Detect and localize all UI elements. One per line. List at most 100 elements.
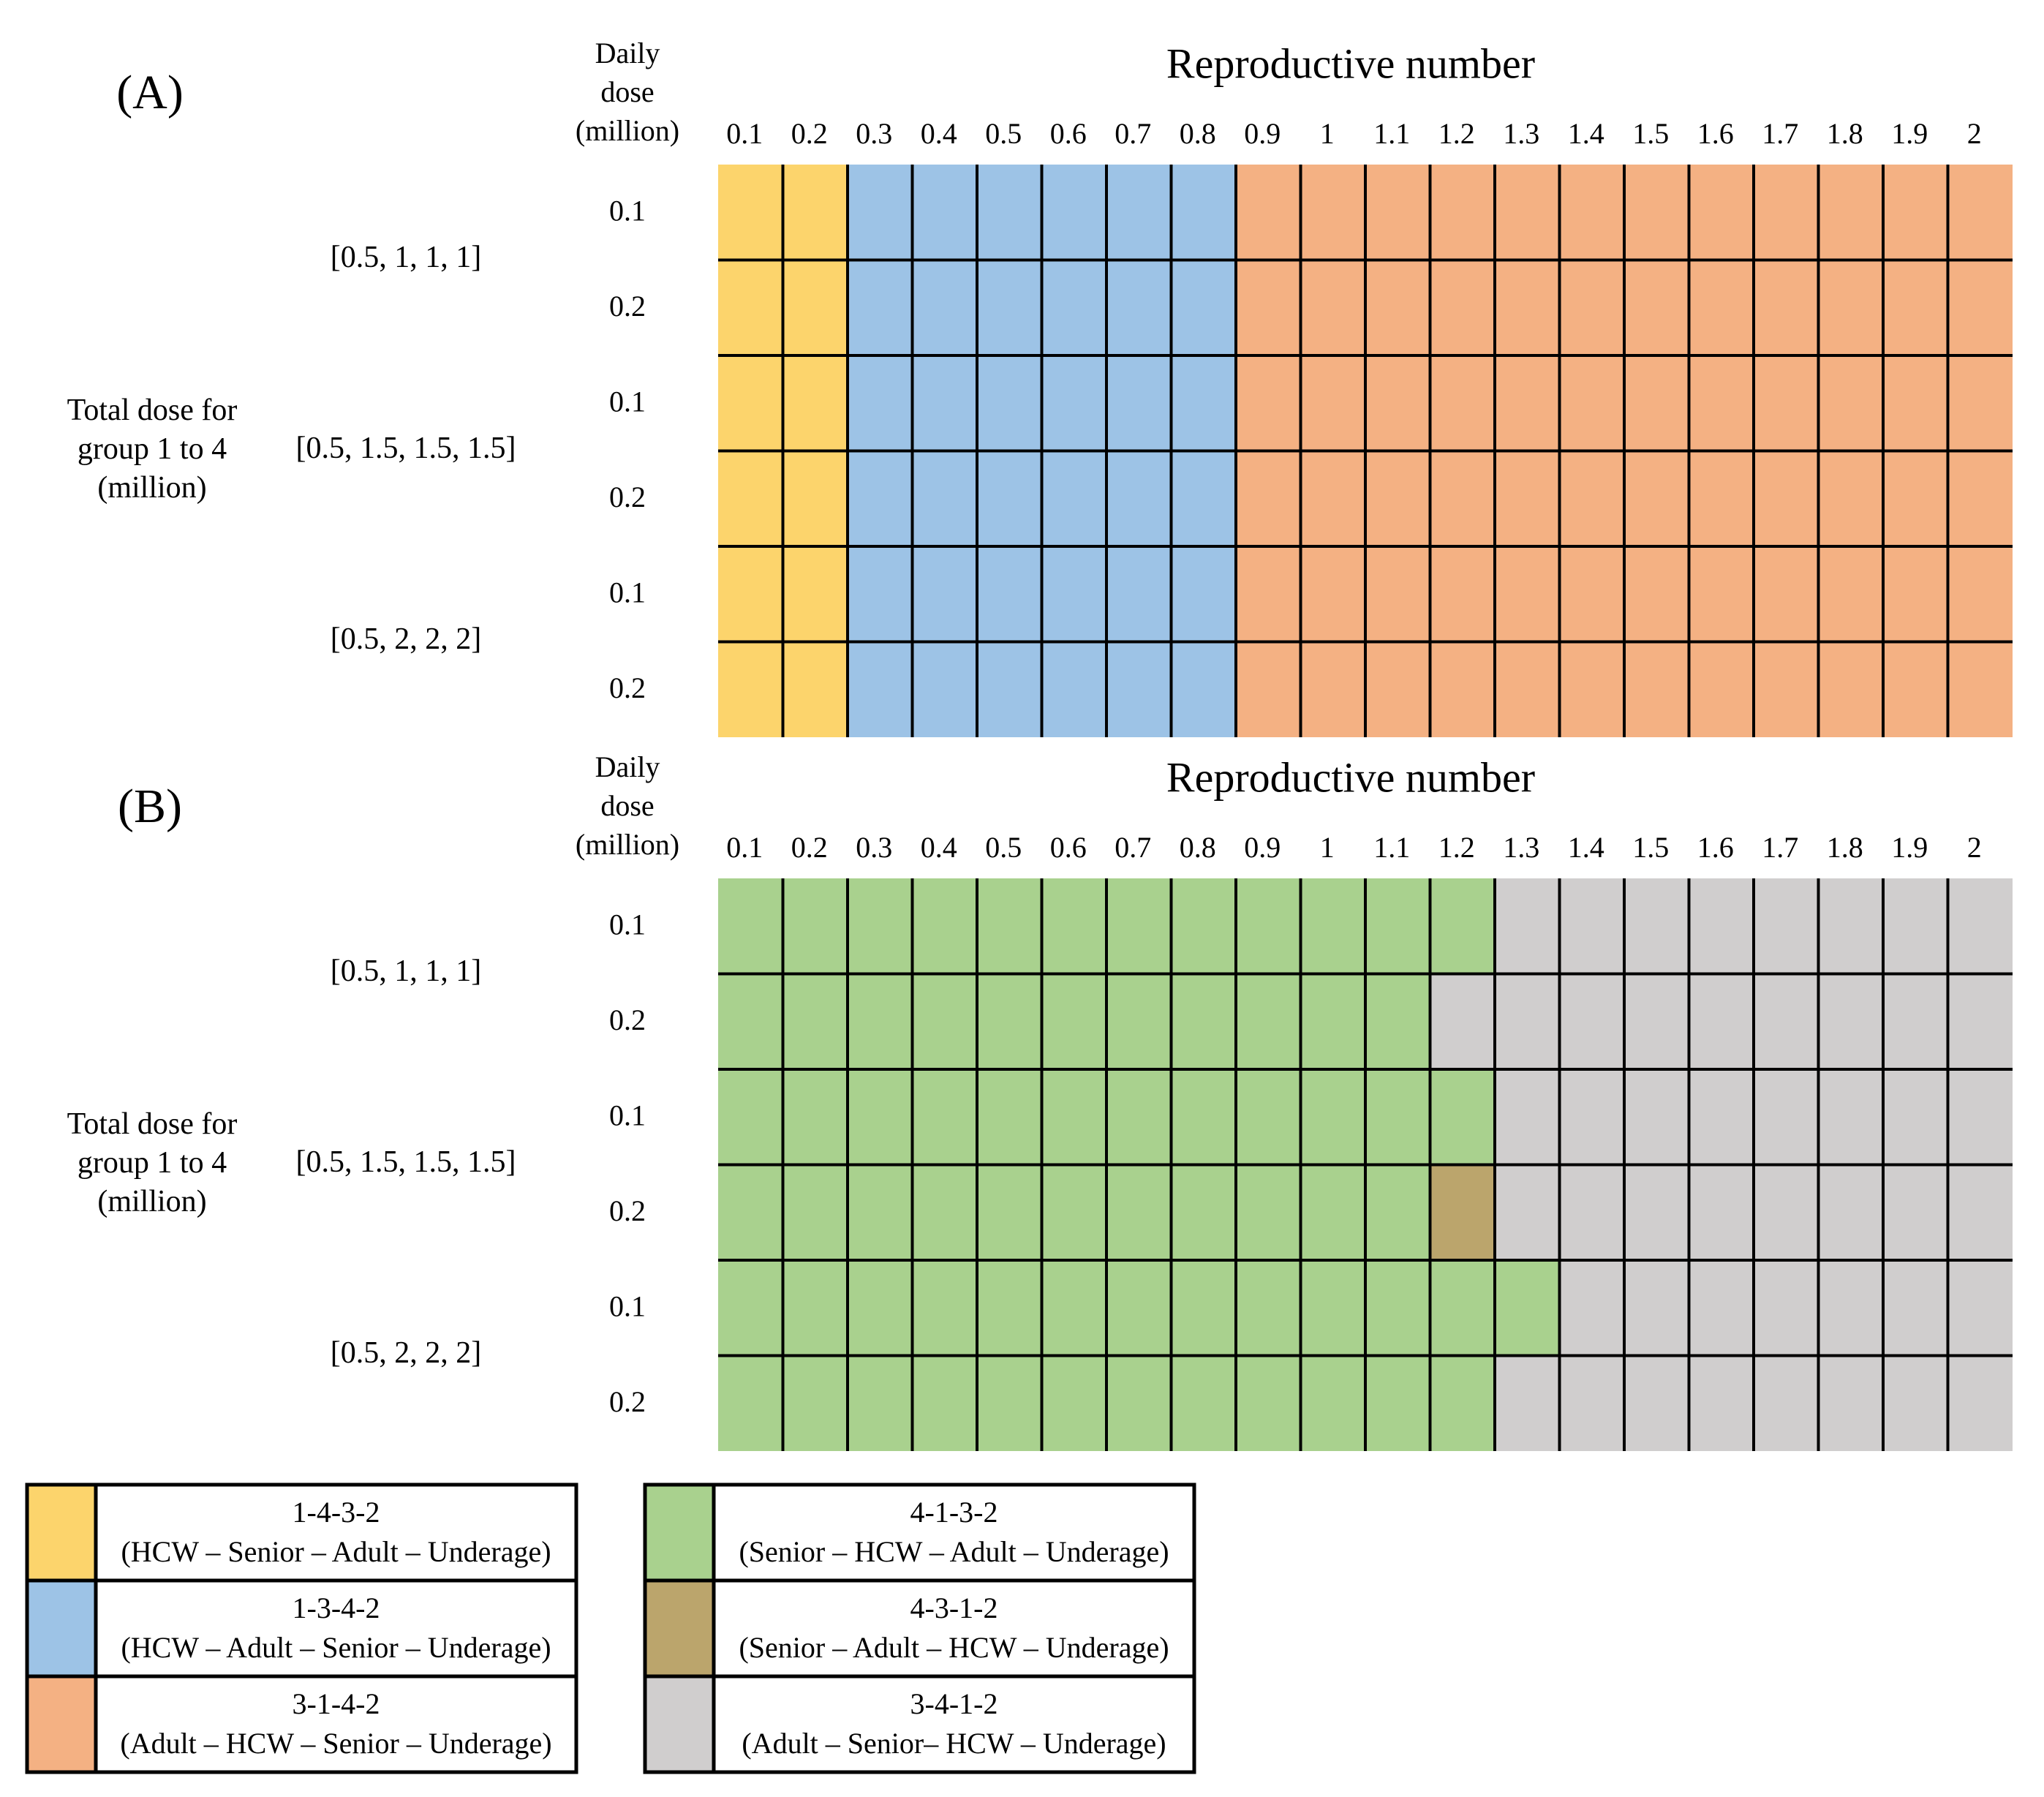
heatmap-cell <box>1947 355 2013 451</box>
heatmap-cell <box>1430 1069 1495 1165</box>
heatmap-cell <box>912 973 977 1069</box>
heatmap-cell <box>1754 641 1819 737</box>
heatmap-cell <box>718 1355 783 1451</box>
heatmap-cell <box>1883 546 1948 642</box>
heatmap-cell <box>1883 1260 1948 1356</box>
heatmap-cell <box>1041 973 1106 1069</box>
heatmap-cell <box>1236 641 1301 737</box>
legend: 1-4-3-2 (HCW – Senior – Adult – Underage)… <box>25 1483 1196 1774</box>
heatmap-cell <box>1106 878 1172 974</box>
heatmap-cell <box>1365 260 1430 355</box>
row-label: 0.1 <box>609 385 646 418</box>
heatmap-cell <box>1106 165 1172 260</box>
heatmap-cell <box>1300 973 1365 1069</box>
legend-text-box <box>94 1578 578 1679</box>
heatmap-cell <box>1300 165 1365 260</box>
heatmap-cell <box>1171 1069 1236 1165</box>
heatmap-cell <box>977 1164 1042 1260</box>
legend-text-box <box>712 1483 1196 1583</box>
x-tick-label: 1.9 <box>1891 831 1928 864</box>
heatmap-cell <box>1041 165 1106 260</box>
x-tick-label: 0.7 <box>1115 831 1151 864</box>
total-dose-label-line: group 1 to 4 <box>78 1146 227 1180</box>
heatmap-cell <box>1624 1355 1689 1451</box>
x-tick-label: 0.8 <box>1180 831 1216 864</box>
legend-swatch <box>25 1578 98 1679</box>
heatmap-cell <box>1495 973 1560 1069</box>
heatmap-cell <box>1818 165 1883 260</box>
group-label: [0.5, 1.5, 1.5, 1.5] <box>296 1145 516 1179</box>
heatmap-cell <box>1818 641 1883 737</box>
legend-text-box <box>712 1578 1196 1679</box>
heatmap-cell <box>848 165 913 260</box>
daily-dose-header-line: (million) <box>576 828 679 861</box>
x-tick-label: 0.3 <box>856 831 892 864</box>
heatmap-cell <box>1883 355 1948 451</box>
heatmap-cell <box>1689 878 1754 974</box>
x-tick-label: 0.4 <box>921 831 957 864</box>
x-tick-label: 0.8 <box>1180 117 1216 150</box>
heatmap-cell <box>1430 973 1495 1069</box>
row-label: 0.2 <box>609 671 646 704</box>
legend-description: (Senior – HCW – Adult – Underage) <box>739 1535 1169 1568</box>
panel-label: (A) <box>116 66 184 119</box>
heatmap-cell <box>977 1355 1042 1451</box>
heatmap-cell <box>977 355 1042 451</box>
heatmap-cell <box>1947 1164 2013 1260</box>
heatmap-cell <box>848 260 913 355</box>
heatmap-cell <box>912 878 977 974</box>
heatmap-cell <box>912 355 977 451</box>
heatmap-cell <box>1624 878 1689 974</box>
heatmap-cell <box>1689 641 1754 737</box>
heatmap-cell <box>718 355 783 451</box>
heatmap-cell <box>1106 641 1172 737</box>
daily-dose-header-line: Daily <box>595 37 660 69</box>
legend-description: (HCW – Senior – Adult – Underage) <box>121 1535 551 1568</box>
heatmap-cell <box>1818 355 1883 451</box>
row-label: 0.2 <box>609 1385 646 1418</box>
legend-description: (Adult – Senior– HCW – Underage) <box>742 1727 1166 1760</box>
heatmap-cell <box>1171 973 1236 1069</box>
heatmap-cell <box>782 1069 848 1165</box>
heatmap-cell <box>1041 878 1106 974</box>
x-tick-label: 1.8 <box>1827 831 1863 864</box>
heatmap-cell <box>1818 1164 1883 1260</box>
heatmap-cell <box>1883 1069 1948 1165</box>
heatmap-cell <box>977 1069 1042 1165</box>
heatmap-cell <box>1947 451 2013 546</box>
x-tick-label: 0.5 <box>985 117 1022 150</box>
heatmap-cell <box>1236 878 1301 974</box>
legend-code: 1-4-3-2 <box>293 1496 380 1529</box>
heatmap-cell <box>977 165 1042 260</box>
heatmap-cell <box>782 165 848 260</box>
heatmap-cell <box>1883 641 1948 737</box>
heatmap-cell <box>718 1069 783 1165</box>
heatmap-cell <box>1947 546 2013 642</box>
heatmap-cell <box>848 355 913 451</box>
heatmap-cell <box>1041 1069 1106 1165</box>
heatmap-cell <box>1689 1164 1754 1260</box>
x-tick-label: 0.5 <box>985 831 1022 864</box>
heatmap-cell <box>1624 973 1689 1069</box>
total-dose-label-line: group 1 to 4 <box>78 432 227 466</box>
heatmap-cell <box>1495 165 1560 260</box>
heatmap-cell <box>977 546 1042 642</box>
heatmap-cell <box>1300 355 1365 451</box>
heatmap-cell <box>1624 1260 1689 1356</box>
heatmap-cell <box>1495 1355 1560 1451</box>
x-tick-label: 2 <box>1967 117 1982 150</box>
heatmap-cell <box>1624 260 1689 355</box>
heatmap-cell <box>1559 1069 1624 1165</box>
heatmap-cell <box>1495 546 1560 642</box>
heatmap-cell <box>1300 546 1365 642</box>
group-label: [0.5, 2, 2, 2] <box>331 1336 481 1370</box>
row-label: 0.2 <box>609 1003 646 1036</box>
daily-dose-header-line: (million) <box>576 114 679 147</box>
x-tick-label: 0.7 <box>1115 117 1151 150</box>
heatmap-cell <box>1754 355 1819 451</box>
heatmap-cell <box>1559 546 1624 642</box>
heatmap-cell <box>1947 165 2013 260</box>
x-tick-label: 1.8 <box>1827 117 1863 150</box>
heatmap-cell <box>912 641 977 737</box>
heatmap-cell <box>718 1164 783 1260</box>
